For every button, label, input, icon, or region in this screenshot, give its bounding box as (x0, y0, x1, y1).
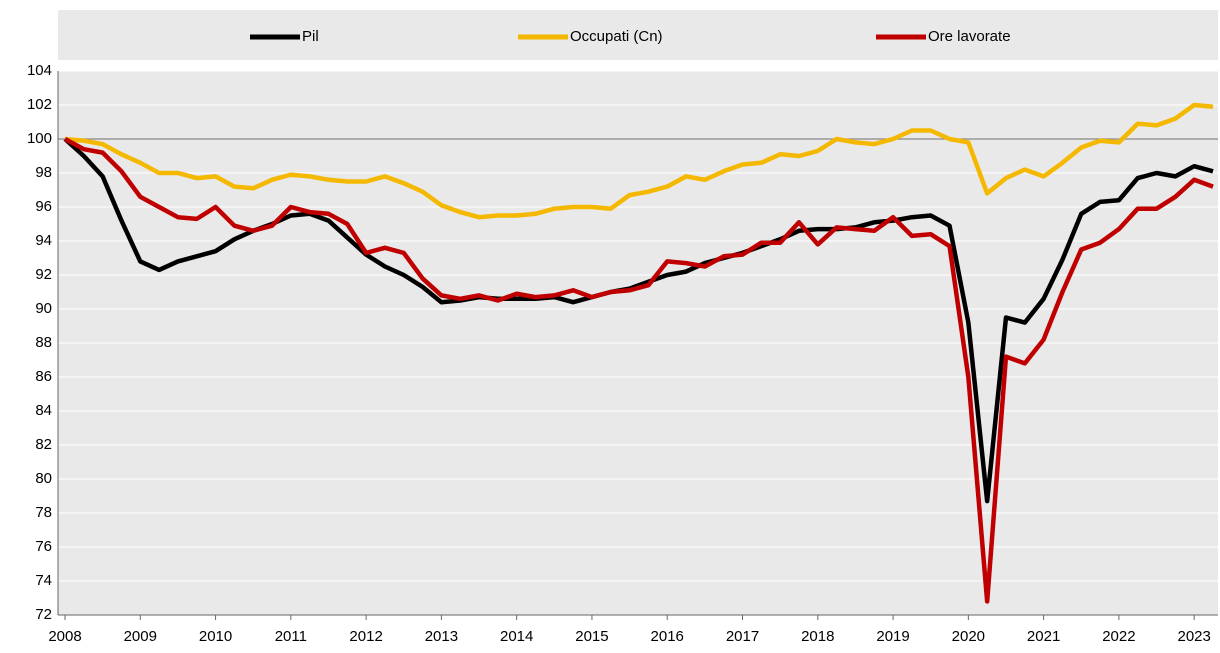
y-tick-label: 100 (27, 130, 52, 147)
y-tick-label: 86 (35, 368, 52, 385)
y-tick-label: 90 (35, 300, 52, 317)
y-tick-label: 78 (35, 504, 52, 521)
y-tick-label: 82 (35, 436, 52, 453)
x-tick-label: 2019 (876, 628, 909, 645)
y-tick-label: 80 (35, 470, 52, 487)
legend-label: Ore lavorate (928, 28, 1011, 45)
x-tick-label: 2014 (500, 628, 533, 645)
x-tick-label: 2021 (1027, 628, 1060, 645)
x-tick-label: 2020 (952, 628, 985, 645)
y-tick-label: 74 (35, 572, 52, 589)
y-tick-label: 102 (27, 96, 52, 113)
x-tick-label: 2008 (48, 628, 81, 645)
x-tick-label: 2023 (1177, 628, 1210, 645)
legend-label: Pil (302, 28, 319, 45)
series-line (64, 102, 1214, 220)
y-tick-label: 72 (35, 606, 52, 623)
y-tick-label: 84 (35, 402, 52, 419)
x-tick-label: 2018 (801, 628, 834, 645)
y-tick-label: 98 (35, 164, 52, 181)
x-tick-label: 2017 (726, 628, 759, 645)
x-tick-label: 2022 (1102, 628, 1135, 645)
y-tick-label: 104 (27, 62, 52, 79)
x-tick-label: 2016 (651, 628, 684, 645)
x-tick-label: 2010 (199, 628, 232, 645)
y-tick-label: 92 (35, 266, 52, 283)
x-tick-label: 2012 (349, 628, 382, 645)
legend-label: Occupati (Cn) (570, 28, 663, 45)
y-tick-label: 94 (35, 232, 52, 249)
y-tick-label: 76 (35, 538, 52, 555)
y-tick-label: 88 (35, 334, 52, 351)
x-tick-label: 2013 (425, 628, 458, 645)
y-tick-label: 96 (35, 198, 52, 215)
series-line (63, 137, 1214, 604)
x-tick-label: 2011 (275, 628, 307, 645)
x-tick-label: 2009 (124, 628, 157, 645)
x-tick-label: 2015 (575, 628, 608, 645)
